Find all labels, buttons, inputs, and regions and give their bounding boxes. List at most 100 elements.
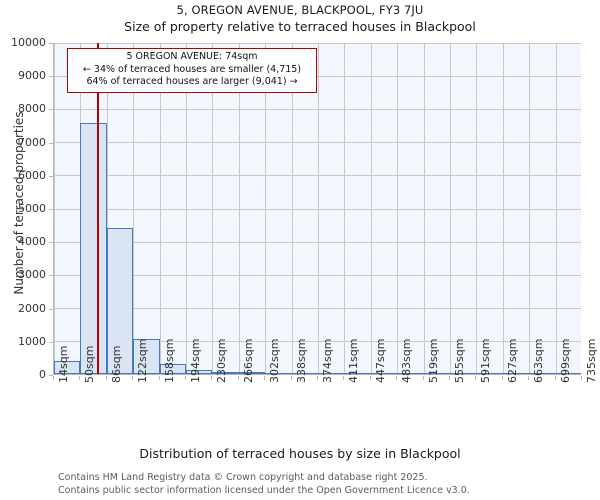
- histogram-bar: [186, 370, 213, 374]
- histogram-bar: [450, 372, 477, 374]
- histogram-bar: [238, 372, 266, 374]
- x-axis-tick-mark: [105, 376, 107, 380]
- gridline-horizontal: [54, 142, 581, 144]
- y-axis-tick-label: 9000: [18, 69, 46, 83]
- footer-line-1: Contains HM Land Registry data © Crown c…: [58, 472, 428, 483]
- histogram-bar: [80, 123, 107, 374]
- gridline-vertical: [265, 43, 267, 374]
- x-axis-tick-mark: [501, 376, 503, 380]
- y-axis-tick-mark: [49, 308, 53, 310]
- gridline-vertical: [106, 43, 108, 374]
- histogram-bar: [370, 372, 398, 374]
- attribution-footer: Contains HM Land Registry data © Crown c…: [58, 472, 470, 497]
- y-axis-tick-label: 6000: [18, 168, 46, 182]
- gridline-vertical: [318, 43, 319, 374]
- x-axis-tick-label: 14sqm: [57, 345, 70, 383]
- y-axis-tick-label: 1000: [18, 334, 46, 348]
- x-axis-tick-label: 411sqm: [347, 338, 361, 383]
- x-axis-tick-mark: [79, 376, 81, 380]
- x-axis-tick-mark: [343, 376, 345, 380]
- gridline-vertical: [159, 43, 161, 374]
- y-axis-tick-label: 2000: [18, 301, 46, 315]
- y-axis-tick-mark: [49, 43, 53, 44]
- x-axis-tick-label: 158sqm: [162, 338, 176, 383]
- histogram-bar: [133, 338, 160, 374]
- x-axis-title: Distribution of terraced houses by size …: [139, 446, 461, 461]
- y-axis-tick-mark: [49, 76, 53, 78]
- histogram-bar: [291, 372, 318, 374]
- chart-title: 5, OREGON AVENUE, BLACKPOOL, FY3 7JU: [176, 3, 424, 17]
- histogram-bar: [476, 372, 503, 374]
- y-axis-tick-mark: [49, 109, 53, 111]
- x-axis-tick-label: 230sqm: [215, 338, 229, 383]
- annotation-line-3: 64% of terraced houses are larger (9,041…: [86, 76, 298, 88]
- x-axis-tick-label: 627sqm: [505, 338, 519, 383]
- histogram-bar: [159, 364, 186, 374]
- x-axis-tick-label: 735sqm: [585, 338, 598, 383]
- x-axis-tick-mark: [396, 376, 398, 380]
- histogram-bar: [555, 372, 581, 374]
- annotation-line-2: ← 34% of terraced houses are smaller (4,…: [82, 63, 302, 75]
- footer-line-2: Contains public sector information licen…: [58, 484, 470, 496]
- histogram-bar: [529, 372, 556, 374]
- x-axis-tick-label: 483sqm: [400, 338, 414, 383]
- histogram-bar: [54, 361, 81, 374]
- x-axis-tick-mark: [237, 376, 239, 380]
- x-axis-tick-mark: [554, 376, 556, 380]
- gridline-horizontal: [54, 75, 581, 77]
- x-axis-tick-label: 86sqm: [109, 345, 123, 383]
- y-axis-tick-label: 5000: [18, 202, 46, 215]
- chart-subtitle: Size of property relative to terraced ho…: [124, 19, 476, 34]
- gridline-vertical: [450, 43, 451, 374]
- gridline-vertical: [502, 43, 504, 374]
- x-axis-tick-label: 591sqm: [479, 338, 493, 383]
- property-size-marker-line: [97, 43, 99, 374]
- gridline-vertical: [212, 43, 214, 374]
- histogram-bar: [423, 372, 450, 374]
- y-axis-tick-label: 3000: [18, 268, 46, 282]
- gridline-vertical: [186, 43, 187, 374]
- gridline-horizontal: [54, 175, 581, 177]
- gridline-vertical: [555, 43, 557, 374]
- y-axis-tick-mark: [49, 341, 53, 343]
- y-axis-tick-label: 0: [39, 368, 46, 381]
- x-axis-tick-mark: [369, 376, 371, 380]
- x-axis-tick-mark: [581, 376, 582, 380]
- gridline-horizontal: [54, 108, 581, 110]
- y-axis-tick-mark: [49, 175, 53, 177]
- histogram-bar: [212, 372, 239, 374]
- x-axis-tick-mark: [449, 376, 450, 380]
- gridline-vertical: [344, 43, 346, 374]
- histogram-bar: [318, 372, 345, 374]
- x-axis-tick-label: 519sqm: [426, 338, 440, 383]
- gridline-vertical: [291, 43, 293, 374]
- gridline-vertical: [476, 43, 478, 374]
- x-axis-tick-mark: [475, 376, 477, 380]
- y-axis-tick-label: 10000: [11, 36, 46, 49]
- y-axis-tick-mark: [49, 142, 53, 144]
- x-axis-tick-label: 555sqm: [453, 338, 466, 383]
- y-axis-tick-mark: [49, 375, 53, 376]
- x-axis-tick-label: 122sqm: [136, 338, 150, 383]
- x-axis-tick-mark: [264, 376, 266, 380]
- gridline-vertical: [397, 43, 399, 374]
- histogram-bar: [344, 372, 371, 374]
- gridline-horizontal: [54, 241, 581, 243]
- gridline-vertical: [54, 43, 55, 374]
- x-axis-tick-label: 374sqm: [321, 338, 334, 383]
- x-axis-tick-label: 699sqm: [558, 338, 572, 383]
- y-axis-tick-mark: [49, 242, 53, 244]
- x-axis-tick-mark: [132, 376, 134, 380]
- x-axis-tick-mark: [422, 376, 424, 380]
- x-axis-tick-mark: [211, 376, 213, 380]
- histogram-bar: [265, 372, 292, 374]
- y-axis-tick-label: 7000: [18, 135, 46, 149]
- y-axis-tick-mark: [49, 275, 53, 277]
- histogram-bar: [397, 372, 424, 374]
- y-axis-title: Number of terraced properties: [12, 111, 26, 295]
- gridline-vertical: [529, 43, 531, 374]
- x-axis-tick-label: 338sqm: [294, 338, 308, 383]
- x-axis-tick-mark: [53, 376, 54, 380]
- gridline-horizontal: [54, 43, 581, 44]
- y-axis-tick-label: 4000: [18, 235, 46, 249]
